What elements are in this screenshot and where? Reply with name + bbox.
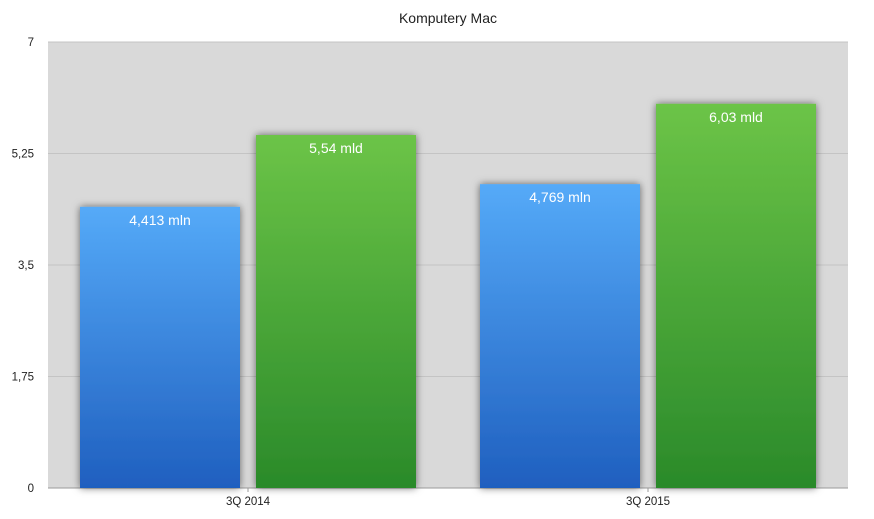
data-label: 5,54 mld xyxy=(309,140,363,156)
y-tick-label: 7 xyxy=(28,37,34,49)
y-tick-label: 5,25 xyxy=(12,149,34,161)
bar-green-2 xyxy=(656,103,816,488)
data-label: 6,03 mld xyxy=(709,109,763,125)
data-label: 4,769 mln xyxy=(529,189,590,205)
y-tick-label: 1,75 xyxy=(12,372,34,384)
y-tick-label: 3,5 xyxy=(18,260,34,272)
bar-green-1 xyxy=(256,135,416,488)
bar-blue-2 xyxy=(480,184,640,488)
bars: 4,413 mln 5,54 mld 4,769 mln 6,03 mld xyxy=(80,103,816,488)
x-tick-label: 3Q 2014 xyxy=(226,496,271,508)
data-label: 4,413 mln xyxy=(129,212,190,228)
y-tick-label: 0 xyxy=(28,483,34,495)
chart-title: Komputery Mac xyxy=(399,10,497,26)
x-tick-label: 3Q 2015 xyxy=(626,496,670,508)
x-axis: 3Q 2014 3Q 2015 xyxy=(226,488,670,508)
bar-blue-1 xyxy=(80,206,240,488)
